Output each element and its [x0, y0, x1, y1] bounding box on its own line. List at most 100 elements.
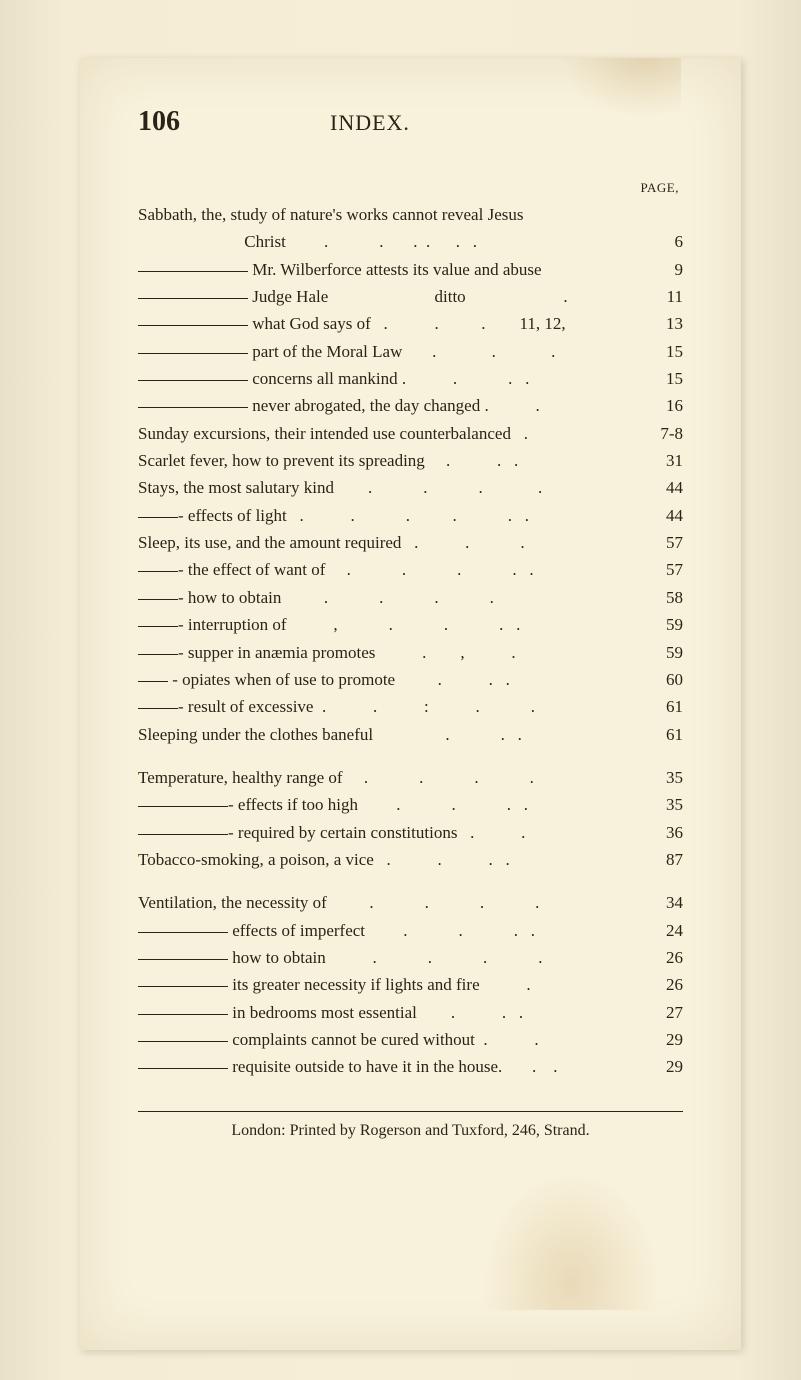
entry-page-number: 59	[617, 640, 683, 666]
index-entry: requisite outside to have it in the hous…	[138, 1054, 683, 1080]
printer-colophon: London: Printed by Rogerson and Tuxford,…	[138, 1122, 683, 1140]
entry-page-number: 6	[617, 229, 683, 255]
entry-page-number: 61	[617, 694, 683, 720]
leader-dash	[138, 681, 168, 682]
entry-page-number: 34	[617, 890, 683, 916]
index-entry: in bedrooms most essential . . .27	[138, 1000, 683, 1026]
scanned-page: 106 INDEX. PAGE, Sabbath, the, study of …	[80, 58, 741, 1350]
entry-text: - the effect of want of . . . . .	[178, 557, 534, 583]
entry-text: Sunday excursions, their intended use co…	[138, 421, 528, 447]
index-entry: Mr. Wilberforce attests its value and ab…	[138, 257, 683, 283]
index-entry: Sunday excursions, their intended use co…	[138, 421, 683, 447]
entry-page-number: 58	[617, 585, 683, 611]
entry-text: Judge Hale ditto .	[248, 284, 568, 310]
entry-text: Scarlet fever, how to prevent its spread…	[138, 448, 518, 474]
index-entry: Sabbath, the, study of nature's works ca…	[138, 202, 683, 228]
entry-text: - opiates when of use to promote . . .	[168, 667, 510, 693]
index-entries: Sabbath, the, study of nature's works ca…	[138, 202, 683, 1081]
entry-page-number: 36	[617, 820, 683, 846]
leader-dash	[138, 325, 248, 326]
index-entry: Sleep, its use, and the amount required …	[138, 530, 683, 556]
leader-dash	[138, 271, 248, 272]
entry-text: - supper in anæmia promotes . , .	[178, 640, 516, 666]
index-entry: complaints cannot be cured without . .29	[138, 1027, 683, 1053]
entry-text: Stays, the most salutary kind . . . .	[138, 475, 542, 501]
section-gap	[138, 749, 683, 765]
entry-page-number: 44	[617, 503, 683, 529]
index-entry: Judge Hale ditto .11	[138, 284, 683, 310]
leader-dash	[138, 959, 228, 960]
entry-page-number: 31	[617, 448, 683, 474]
index-entry: - effects if too high . . . .35	[138, 792, 683, 818]
index-entry: Ventilation, the necessity of . . . . 34	[138, 890, 683, 916]
entry-text: - effects of light . . . . . .	[178, 503, 529, 529]
entry-page-number: 44	[617, 475, 683, 501]
page-column-label: PAGE,	[138, 180, 683, 196]
entry-text: in bedrooms most essential . . .	[228, 1000, 523, 1026]
entry-text: what God says of . . . 11, 12,	[248, 311, 566, 337]
leader-dash	[138, 1068, 228, 1069]
entry-text: Christ . . . . . .	[138, 229, 477, 255]
entry-text: - required by certain constitutions . .	[228, 820, 525, 846]
index-title: INDEX.	[330, 110, 410, 136]
entry-page-number: 7-8	[617, 421, 683, 447]
entry-text: - effects if too high . . . .	[228, 792, 528, 818]
paper-stain	[481, 1170, 661, 1310]
index-entry: Sleeping under the clothes baneful . . .…	[138, 722, 683, 748]
index-entry: Christ . . . . . . 6	[138, 229, 683, 255]
leader-dash	[138, 932, 228, 933]
entry-text: - result of excessive . . : . .	[178, 694, 535, 720]
entry-page-number: 9	[617, 257, 683, 283]
entry-text: Sleeping under the clothes baneful . . .	[138, 722, 522, 748]
leader-dash	[138, 834, 228, 835]
leader-dash	[138, 599, 178, 600]
entry-text: requisite outside to have it in the hous…	[228, 1054, 558, 1080]
index-entry: - the effect of want of . . . . . 57	[138, 557, 683, 583]
entry-page-number: 60	[617, 667, 683, 693]
leader-dash	[138, 353, 248, 354]
entry-text: Tobacco-smoking, a poison, a vice . . . …	[138, 847, 510, 873]
entry-page-number: 87	[617, 847, 683, 873]
entry-page-number: 16	[617, 393, 683, 419]
page-header: 106 INDEX.	[138, 106, 683, 138]
leader-dash	[138, 986, 228, 987]
leader-dash	[138, 626, 178, 627]
entry-text: effects of imperfect . . . .	[228, 918, 535, 944]
entry-text: Sabbath, the, study of nature's works ca…	[138, 202, 523, 228]
entry-text: Ventilation, the necessity of . . . .	[138, 890, 539, 916]
entry-text: Sleep, its use, and the amount required …	[138, 530, 525, 556]
leader-dash	[138, 654, 178, 655]
leader-dash	[138, 1014, 228, 1015]
leader-dash	[138, 806, 228, 807]
entry-text: Temperature, healthy range of . . . .	[138, 765, 534, 791]
entry-page-number: 61	[617, 722, 683, 748]
leader-dash	[138, 298, 248, 299]
index-entry: Scarlet fever, how to prevent its spread…	[138, 448, 683, 474]
entry-page-number: 26	[617, 945, 683, 971]
index-entry: - effects of light . . . . . . 44	[138, 503, 683, 529]
section-gap	[138, 874, 683, 890]
index-entry: how to obtain . . . . 26	[138, 945, 683, 971]
index-entry: its greater necessity if lights and fire…	[138, 972, 683, 998]
entry-page-number: 13	[579, 311, 683, 337]
footer-rule	[138, 1111, 683, 1112]
index-entry: - required by certain constitutions . . 3…	[138, 820, 683, 846]
entry-page-number: 29	[617, 1027, 683, 1053]
entry-page-number: 35	[617, 765, 683, 791]
index-entry: Stays, the most salutary kind . . . . 44	[138, 475, 683, 501]
index-entry: Temperature, healthy range of . . . . 35	[138, 765, 683, 791]
index-entry: effects of imperfect . . . .24	[138, 918, 683, 944]
entry-page-number: 15	[617, 366, 683, 392]
index-entry: Tobacco-smoking, a poison, a vice . . . …	[138, 847, 683, 873]
entry-text: concerns all mankind . . . .	[248, 366, 529, 392]
entry-text: how to obtain . . . .	[228, 945, 543, 971]
entry-text: its greater necessity if lights and fire…	[228, 972, 531, 998]
entry-page-number: 57	[617, 557, 683, 583]
entry-text: never abrogated, the day changed . .	[248, 393, 540, 419]
entry-page-number: 57	[617, 530, 683, 556]
index-entry: what God says of . . . 11, 12, 13	[138, 311, 683, 337]
index-entry: never abrogated, the day changed . . 16	[138, 393, 683, 419]
leader-dash	[138, 517, 178, 518]
page-number: 106	[138, 106, 180, 138]
entry-text: Mr. Wilberforce attests its value and ab…	[248, 257, 542, 283]
